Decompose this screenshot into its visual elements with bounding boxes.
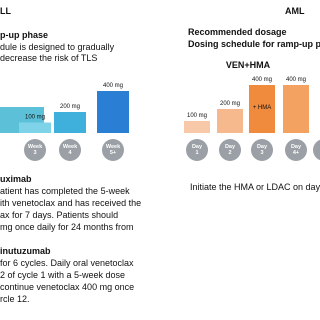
- dose-bar: [283, 85, 309, 133]
- period-label: 3: [260, 150, 263, 156]
- dose-bar: [184, 121, 210, 133]
- section-title: uximab: [0, 174, 32, 184]
- phase-line: decrease the risk of TLS: [0, 53, 97, 63]
- period-label: 5+: [110, 150, 116, 156]
- section-title: inutuzumab: [0, 246, 51, 256]
- section-line: ax for 7 days. Patients should: [0, 210, 118, 220]
- period-label: Day: [257, 144, 268, 150]
- section-line: atient has completed the 5-week: [0, 186, 130, 196]
- right-title: Dosing schedule for ramp-up phas: [188, 39, 320, 49]
- period-label: Day: [192, 144, 203, 150]
- period-label: Day: [225, 144, 236, 150]
- period-label: Week: [106, 144, 121, 150]
- dose-label: 200 mg: [220, 101, 240, 107]
- period-label: 4: [68, 150, 72, 156]
- period-circle: [102, 139, 124, 161]
- period-circle: [24, 139, 46, 161]
- dose-label: 400 mg: [286, 77, 306, 83]
- right-title: Recommended dosage: [188, 27, 287, 37]
- period-label: 4+: [293, 150, 299, 156]
- period-circle: [186, 139, 208, 161]
- period-label: 1: [195, 150, 198, 156]
- dose-bar: [97, 91, 129, 133]
- section-line: ith venetoclax and has received the: [0, 198, 141, 208]
- dose-label: 400 mg: [252, 77, 272, 83]
- right-header: AML: [285, 6, 305, 16]
- section-line: 2 of cycle 1 with a 5-week dose: [0, 270, 125, 280]
- regimen: VEN+HMA: [226, 60, 271, 70]
- partial-circle: [313, 139, 320, 161]
- dose-label: 400 mg: [103, 83, 123, 89]
- dose-label: 100 mg: [187, 113, 207, 119]
- dose-bar: [19, 122, 51, 133]
- footer: Initiate the HMA or LDAC on day: [190, 182, 320, 192]
- section-line: rcle 12.: [0, 294, 30, 304]
- period-label: Week: [63, 144, 78, 150]
- section-line: mg once daily for 24 months from: [0, 222, 134, 232]
- section-line: for 6 cycles. Daily oral venetoclax: [0, 258, 134, 268]
- phase-line: dule is designed to gradually: [0, 42, 115, 52]
- period-circle: [251, 139, 273, 161]
- dose-label: 200 mg: [60, 104, 80, 110]
- period-circle: [285, 139, 307, 161]
- dose-bar: [54, 112, 86, 133]
- period-label: Week: [28, 144, 43, 150]
- period-circle: [59, 139, 81, 161]
- dose-note: + HMA: [253, 105, 272, 111]
- period-label: Day: [291, 144, 302, 150]
- left-header: LL: [0, 6, 11, 16]
- period-circle: [219, 139, 241, 161]
- dose-bar: [217, 109, 243, 133]
- period-label: 2: [228, 150, 231, 156]
- dose-bar: [249, 85, 275, 133]
- dose-label: 100 mg: [25, 115, 45, 121]
- phase-title: p-up phase: [0, 30, 48, 40]
- section-line: continue venetoclax 400 mg once: [0, 282, 134, 292]
- period-label: 3: [33, 150, 36, 156]
